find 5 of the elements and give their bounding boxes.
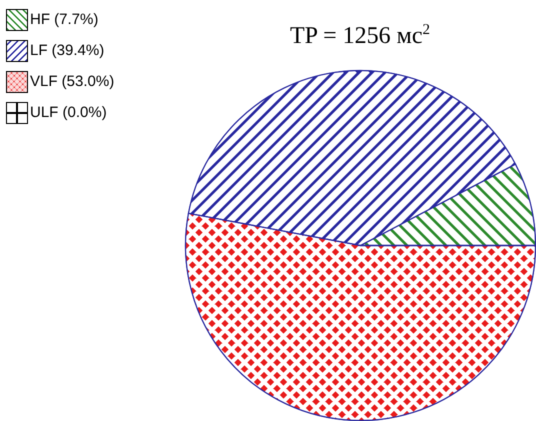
text: TP = 1256 мс$^{2}$: [289, 22, 431, 50]
legend-label: ULF (0.0%): [30, 104, 107, 121]
legend-label: VLF (53.0%): [30, 73, 114, 90]
legend-label: LF (39.4%): [30, 42, 104, 59]
legend-label: HF (7.7%): [30, 11, 98, 28]
